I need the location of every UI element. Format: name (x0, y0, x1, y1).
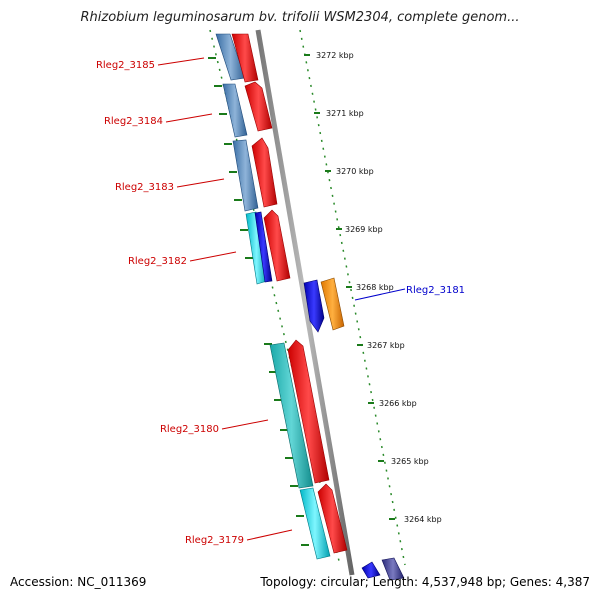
gene-label-rleg2-3179[interactable]: Rleg2_3179 (185, 535, 244, 546)
genome-backbone (255, 29, 355, 576)
gene-label-rleg2-3185[interactable]: Rleg2_3185 (96, 60, 155, 71)
scale-label: 3272 kbp (316, 51, 354, 60)
gene-label-rleg2-3184[interactable]: Rleg2_3184 (104, 116, 163, 127)
gene-label-rleg2-3183[interactable]: Rleg2_3183 (115, 182, 174, 193)
gene-label-rleg2-3182[interactable]: Rleg2_3182 (128, 256, 187, 267)
accession-info: Accession: NC_011369 (10, 575, 147, 589)
scale-labels: 3272 kbp 3271 kbp 3270 kbp 3269 kbp 3268… (316, 51, 442, 524)
scale-label: 3268 kbp (356, 283, 394, 292)
scale-label: 3267 kbp (367, 341, 405, 350)
outer-dotted-frame-right (299, 29, 406, 566)
gene-rleg2-3183[interactable] (232, 137, 278, 212)
gene-rleg2-3182[interactable] (245, 209, 291, 285)
map-title: Rhizobium leguminosarum bv. trifolii WSM… (80, 10, 520, 25)
scale-tick-marks (304, 54, 395, 520)
leader-lines (157, 57, 406, 541)
scale-label: 3264 kbp (404, 515, 442, 524)
gene-rleg2-3179[interactable] (299, 483, 348, 560)
gene-rleg2-3181[interactable] (303, 277, 345, 333)
gene-rleg2-3180[interactable] (269, 339, 330, 489)
gene-rleg2-3184[interactable] (222, 81, 273, 138)
scale-label: 3266 kbp (379, 399, 417, 408)
scale-label: 3265 kbp (391, 457, 429, 466)
scale-label: 3269 kbp (345, 225, 383, 234)
gene-label-rleg2-3180[interactable]: Rleg2_3180 (160, 424, 219, 435)
genome-summary: Topology: circular; Length: 4,537,948 bp… (260, 575, 590, 589)
scale-label: 3270 kbp (336, 167, 374, 176)
gene-partial-bottom (361, 557, 405, 581)
gene-label-rleg2-3181[interactable]: Rleg2_3181 (406, 285, 465, 296)
gene-rleg2-3185[interactable] (215, 33, 259, 83)
scale-label: 3271 kbp (326, 109, 364, 118)
